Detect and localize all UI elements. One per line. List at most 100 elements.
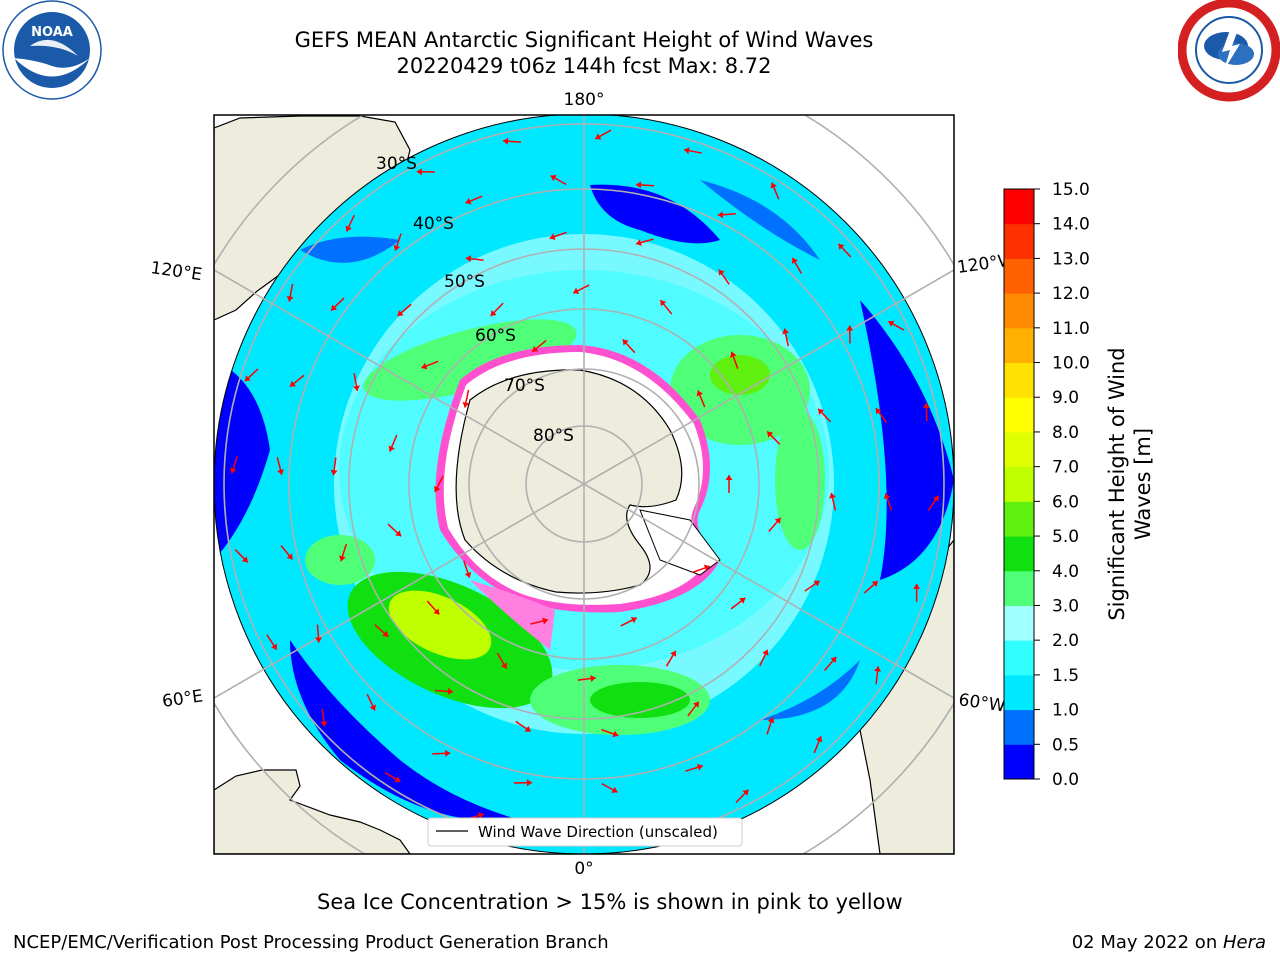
wave-arrow-head (447, 687, 453, 695)
wave-arrow-head (725, 475, 733, 480)
colorbar-band (1004, 501, 1034, 537)
colorbar-tick-label: 15.0 (1052, 180, 1090, 200)
wave-arrow-head (434, 485, 441, 492)
wave-arrow-head (286, 553, 293, 560)
colorbar-band (1004, 674, 1034, 711)
colorbar-tick-label: 0.5 (1052, 735, 1079, 755)
wave-arrow-head (660, 300, 667, 307)
lat-label-60s: 60°S (475, 326, 516, 346)
footer-date-text: 02 May 2022 on (1071, 932, 1223, 953)
chart-subtitle: 20220429 t06z 144h fcst Max: 8.72 (396, 54, 772, 78)
lat-label-30s: 30°S (376, 154, 417, 174)
wave-arrow-head (636, 239, 642, 246)
colorbar-tick-label: 14.0 (1052, 215, 1090, 235)
wave-arrow-head (277, 469, 284, 475)
map-legend: Wind Wave Direction (unscaled) (427, 817, 743, 847)
wave-arrow-head (670, 650, 677, 657)
wave-arrow-head (433, 608, 440, 615)
wave-arrow-head (271, 643, 277, 650)
wave-arrow-head (244, 375, 251, 382)
wave-arrow-head (932, 495, 939, 502)
colorbar-band (1004, 397, 1034, 433)
colorbar-tick-label: 7.0 (1052, 458, 1079, 478)
lon-label-180: 180° (564, 90, 605, 110)
wave-arrow-head (846, 325, 854, 331)
wave-arrow-head (229, 467, 237, 474)
wave-arrow-head (630, 616, 637, 624)
wave-arrow-head (524, 725, 531, 732)
wave-arrow-head (289, 380, 296, 387)
wave-arrow-head (696, 390, 704, 397)
colorbar-tick-label: 1.0 (1052, 701, 1079, 721)
lon-label-60e: 60°E (161, 686, 204, 711)
wave-arrow-head (462, 401, 470, 408)
colorbar-tick-label: 1.5 (1052, 666, 1079, 686)
wave-arrow-head (767, 717, 775, 724)
wave-arrow-head (774, 517, 781, 524)
wave-arrow-head (830, 656, 837, 663)
wave-arrow-head (590, 675, 596, 682)
lat-label-70s: 70°S (504, 376, 545, 396)
colorbar-band (1004, 327, 1034, 364)
colorbar-tick-label: 10.0 (1052, 354, 1090, 374)
lon-label-0: 0° (574, 859, 593, 879)
lat-label-80s: 80°S (533, 426, 574, 446)
wind-wave-arrows (229, 129, 940, 838)
wave-arrow-head (739, 597, 746, 604)
wave-arrow-head (542, 617, 548, 625)
nws-logo (1178, 0, 1280, 102)
noaa-logo-text: NOAA (31, 25, 73, 40)
wave-arrow-head (762, 649, 769, 656)
wave-arrow-head (314, 637, 322, 643)
colorbar-band (1004, 223, 1034, 259)
wave-arrow-head (742, 789, 749, 796)
wave-arrow-head (883, 493, 891, 500)
wave-arrow-head (636, 181, 642, 189)
wave-arrow-head (611, 786, 618, 793)
wave-arrow-head (871, 581, 878, 587)
wave-arrow-head (369, 704, 376, 711)
wave-arrow-head (241, 556, 248, 563)
wave-arrow-head (770, 182, 777, 189)
colorbar-label-line1: Significant Height of Wind (1105, 347, 1129, 620)
wave-arrow-head (913, 583, 921, 589)
colorbar-band (1004, 189, 1034, 225)
footer-branch: NCEP/EMC/Verification Post Processing Pr… (13, 932, 609, 953)
wave-arrow-head (330, 469, 338, 476)
wave-arrow-head (526, 779, 532, 787)
wave-arrow-head (532, 345, 539, 352)
lat-label-50s: 50°S (444, 272, 485, 292)
wave-arrow-head (717, 211, 724, 219)
wave-arrow-head (416, 168, 422, 176)
sea-ice-caption: Sea Ice Concentration > 15% is shown in … (317, 890, 903, 914)
wave-arrow-head (382, 630, 389, 637)
colorbar-tick-label: 8.0 (1052, 423, 1079, 443)
wave-arrow-head (388, 445, 395, 452)
wave-arrow-head (703, 564, 710, 572)
wave-arrow-head (320, 721, 328, 727)
colorbar-band (1004, 258, 1034, 294)
wave-arrow-head (874, 666, 882, 672)
wave-arrow-head (813, 580, 820, 587)
wave-arrow-head (875, 408, 882, 415)
colorbar-band (1004, 466, 1034, 502)
wave-arrow-head (395, 530, 402, 537)
map-panel: 30°S 40°S 50°S 60°S 70°S 80°S Wind Wave … (214, 115, 954, 854)
wave-arrow-head (815, 736, 823, 743)
colorbar: 0.0 0.5 1.0 1.5 2.0 3.0 4.0 5.0 6.0 7.0 8.0 9.0 10.0… (1004, 180, 1090, 790)
wave-arrow-head (465, 255, 472, 263)
wave-arrow-head (767, 431, 774, 438)
wave-arrow-head (394, 776, 401, 783)
wave-arrow-head (692, 701, 699, 708)
wave-arrow-head (818, 408, 825, 415)
colorbar-tick-label: 5.0 (1052, 527, 1079, 547)
wave-arrow-head (718, 269, 725, 276)
legend-label: Wind Wave Direction (unscaled) (478, 823, 718, 841)
lon-label-120e: 120°E (149, 258, 203, 285)
colorbar-tick-label: 11.0 (1052, 319, 1090, 339)
wave-arrow-head (622, 339, 629, 346)
colorbar-tick-label: 0.0 (1052, 770, 1079, 790)
wave-arrow-head (503, 137, 509, 145)
colorbar-tick-label: 9.0 (1052, 388, 1079, 408)
